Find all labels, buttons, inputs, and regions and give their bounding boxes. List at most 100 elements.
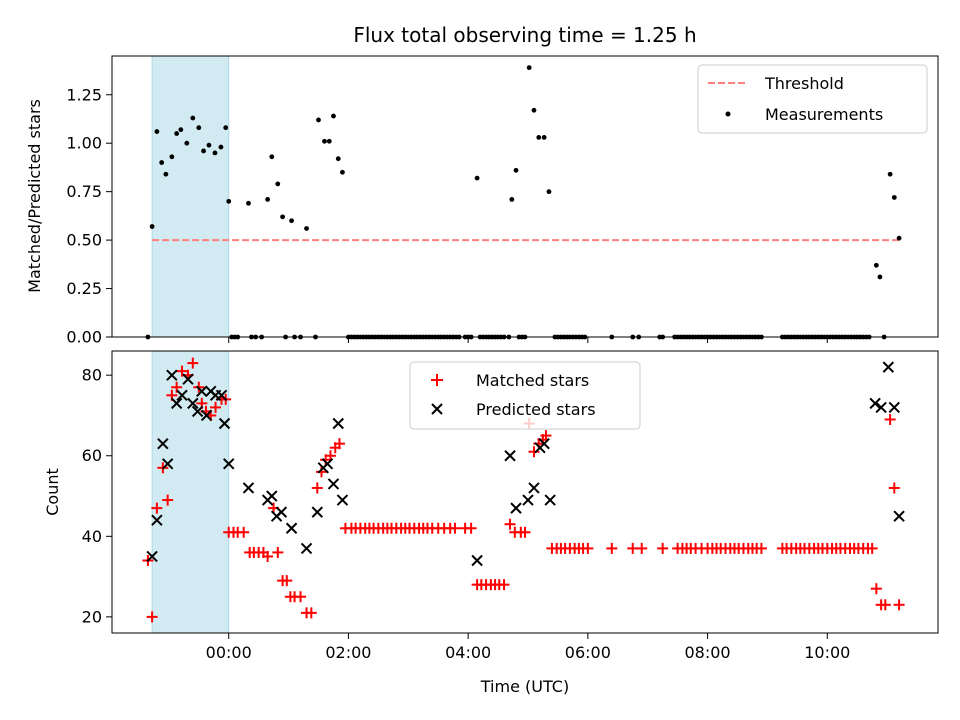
- measurement-point: [174, 131, 180, 136]
- y-tick-label: 20: [82, 607, 102, 626]
- matched-star-point: [295, 591, 307, 603]
- predicted-star-point: [242, 482, 255, 494]
- matched-star-point: [315, 466, 327, 478]
- measurement-point: [265, 197, 271, 202]
- predicted-star-point: [170, 397, 183, 410]
- predicted-star-point: [166, 369, 178, 381]
- predicted-star-point: [504, 450, 516, 462]
- bottom-x-ticks: 00:00 02:00 04:00 06:00 08:00 10:00: [206, 633, 850, 662]
- predicted-star-point: [146, 550, 158, 563]
- top-x-ticks: [228, 337, 828, 343]
- measurement-point: [304, 226, 309, 231]
- measurement-point: [178, 127, 184, 133]
- bottom-legend: Matched stars Predicted stars: [409, 361, 641, 430]
- predicted-star-point: [893, 510, 905, 522]
- matched-star-point: [262, 550, 274, 562]
- measurement-point: [163, 171, 169, 177]
- matched-star-point: [528, 446, 540, 458]
- predicted-star-point: [151, 514, 163, 526]
- measurement-point: [218, 144, 224, 150]
- x-tick-label: 06:00: [565, 643, 611, 662]
- matched-star-point: [498, 579, 510, 591]
- matched-star-point: [657, 542, 669, 554]
- matched-star-point: [540, 430, 552, 442]
- measurement-point: [873, 262, 879, 268]
- matched-star-point: [281, 575, 293, 587]
- measurement-point: [184, 140, 190, 146]
- measurement-point: [326, 138, 332, 144]
- x-axis-label: Time (UTC): [480, 677, 569, 696]
- y-tick-label: 0.75: [66, 182, 102, 201]
- matched-star-point: [755, 542, 767, 554]
- matched-star-point: [176, 365, 188, 377]
- x-tick-label: 10:00: [804, 643, 850, 662]
- y-tick-label: 0.00: [66, 328, 102, 347]
- predicted-star-point: [336, 494, 349, 506]
- matched-star-point: [884, 413, 896, 425]
- predicted-star-point: [223, 458, 235, 470]
- highlight-span: [151, 55, 230, 338]
- matched-star-point: [504, 518, 516, 530]
- matched-star-point: [866, 542, 878, 554]
- legend-matched-label: Matched stars: [476, 371, 589, 390]
- top-legend: Threshold Measurements: [697, 64, 928, 134]
- chart-title: Flux total observing time = 1.25 h: [353, 23, 696, 47]
- matched-star-point: [272, 546, 284, 558]
- x-tick-label: 02:00: [325, 643, 371, 662]
- measurement-point: [196, 125, 202, 131]
- measurement-point: [531, 107, 537, 113]
- matched-star-point: [146, 611, 158, 623]
- measurement-point: [331, 113, 336, 119]
- bottom-highlight-span: [151, 350, 230, 634]
- predicted-star-point: [869, 397, 881, 410]
- matched-star-point: [870, 583, 882, 595]
- top-y-ticks: 0.00 0.25 0.50 0.75 1.00 1.25: [66, 85, 112, 347]
- predicted-star-point: [882, 361, 895, 373]
- predicted-star-point: [187, 397, 199, 410]
- measurement-point: [154, 129, 160, 134]
- matched-star-point: [636, 542, 648, 554]
- y-tick-label: 1.00: [66, 134, 102, 153]
- predicted-star-point: [200, 409, 213, 422]
- measurement-point: [335, 156, 341, 162]
- matched-star-point: [305, 607, 317, 619]
- measurement-point: [322, 138, 327, 144]
- measurement-point: [206, 142, 212, 148]
- y-tick-label: 80: [82, 366, 102, 385]
- measurement-point: [201, 148, 206, 154]
- predicted-star-point: [191, 405, 204, 418]
- measurement-point: [316, 117, 321, 123]
- matched-star-point: [888, 482, 900, 494]
- predicted-star-point: [218, 417, 231, 430]
- measurement-point: [190, 115, 196, 121]
- predicted-star-point: [176, 389, 188, 402]
- bottom-legend-box: [409, 361, 641, 430]
- measurement-point: [289, 218, 294, 224]
- measurement-point: [169, 154, 175, 160]
- predicted-star-point: [157, 437, 169, 450]
- predicted-star-point: [538, 437, 550, 450]
- matched-star-point: [162, 494, 174, 506]
- predicted-star-point: [285, 522, 298, 534]
- predicted-star-point: [522, 494, 534, 506]
- predicted-star-point: [266, 490, 278, 502]
- y-tick-label: 0.50: [66, 231, 102, 250]
- measurement-point: [536, 134, 542, 140]
- predicted-star-point: [300, 542, 313, 555]
- measurement-point: [896, 235, 902, 241]
- top-panel-ratio: Flux total observing time = 1.25 h Match…: [25, 23, 939, 347]
- measurement-point: [340, 169, 345, 175]
- legend-matched-swatch: [431, 374, 443, 386]
- bottom-plot-frame: [111, 350, 939, 634]
- x-tick-label: 04:00: [445, 643, 491, 662]
- matched-star-point: [879, 599, 891, 611]
- matched-star-point: [893, 599, 905, 611]
- matched-star-point: [311, 482, 323, 494]
- measurement-point: [223, 125, 229, 131]
- predicted-star-point: [875, 401, 887, 414]
- legend-threshold-label: Threshold: [764, 74, 844, 93]
- predicted-star-point: [510, 502, 522, 514]
- measurement-point: [541, 134, 547, 140]
- matched-star-point: [449, 522, 461, 534]
- measurement-point: [149, 224, 155, 229]
